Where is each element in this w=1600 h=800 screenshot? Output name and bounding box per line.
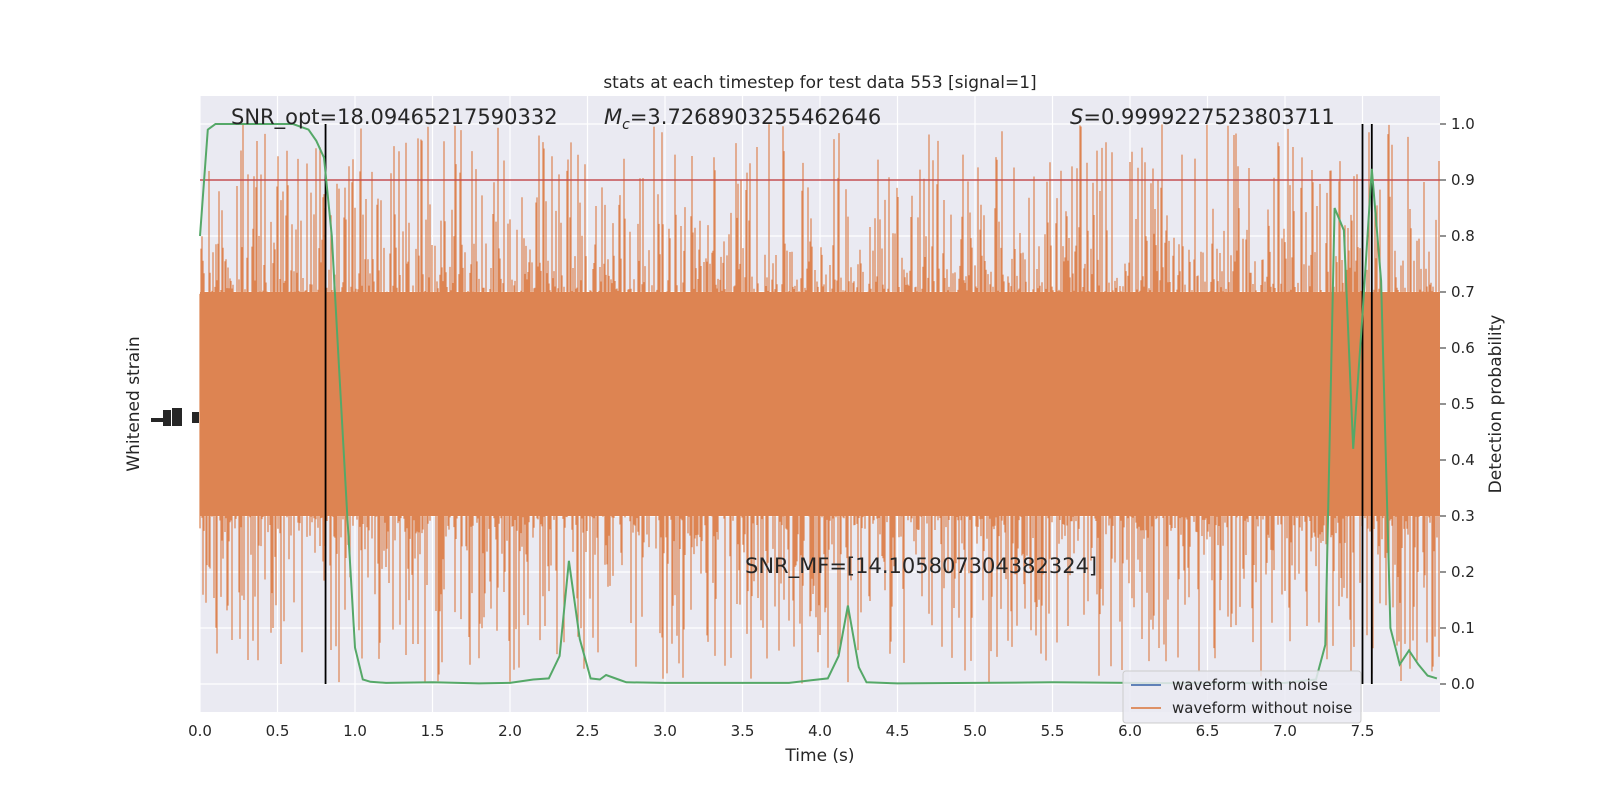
waveform-without-noise-series [199,124,1440,684]
y-right-axis-ticks: 0.0 0.1 0.2 0.3 0.4 0.5 0.6 0.7 0.8 0.9 1.0 [1440,115,1475,693]
noise-core [200,292,1440,516]
legend-label-without-noise: waveform without noise [1172,699,1352,717]
x-tick-label: 0.5 [266,722,290,740]
y-right-tick-label: 0.0 [1451,675,1475,693]
y-right-axis-label: Detection probability [1486,315,1506,494]
x-tick-label: 3.0 [653,722,677,740]
legend-label-with-noise: waveform with noise [1172,676,1328,694]
x-tick-label: 2.0 [498,722,522,740]
y-right-tick-label: 0.1 [1451,619,1475,637]
detection-probability-line [199,123,1438,685]
x-tick-label: 4.0 [808,722,832,740]
y-right-tick-label: 0.6 [1451,339,1475,357]
y-right-tick-label: 1.0 [1451,115,1475,133]
x-tick-label: 1.5 [421,722,445,740]
x-tick-label: 7.0 [1273,722,1297,740]
x-axis-label: Time (s) [784,746,854,766]
chart-title: stats at each timestep for test data 553… [603,73,1036,93]
vertical-markers [324,124,1373,684]
x-tick-label: 2.5 [576,722,600,740]
y-right-tick-label: 0.9 [1451,171,1475,189]
x-axis-ticks: 0.0 0.5 1.0 1.5 2.0 2.5 3.0 3.5 4.0 4.5 5.0 5.5 6.0 6… [188,722,1374,740]
y-right-tick-label: 0.2 [1451,563,1475,581]
x-tick-label: 6.0 [1118,722,1142,740]
x-tick-label: 5.5 [1041,722,1065,740]
x-tick-label: 6.5 [1196,722,1220,740]
y-right-tick-label: 0.4 [1451,451,1475,469]
legend-box [1122,670,1362,724]
s-annotation: S=0.9999227523803711 [1070,105,1335,129]
mc-annotation: Mc=3.7268903255462646 [604,105,881,133]
snr-opt-annotation: SNR_opt=18.09465217590332 [231,105,558,130]
y-left-axis-label: Whitened strain [124,336,144,471]
legend: waveform with noise waveform without noi… [1122,670,1362,724]
x-tick-label: 0.0 [188,722,212,740]
y-right-tick-label: 0.3 [1451,507,1475,525]
x-tick-label: 1.0 [343,722,367,740]
left-tick-cluster [151,408,199,426]
x-tick-label: 3.5 [731,722,755,740]
y-right-tick-label: 0.8 [1451,227,1475,245]
x-tick-label: 7.5 [1351,722,1375,740]
x-tick-label: 4.5 [886,722,910,740]
y-right-tick-label: 0.5 [1451,395,1475,413]
x-tick-label: 5.0 [963,722,987,740]
y-right-tick-label: 0.7 [1451,283,1475,301]
snr-mf-annotation: SNR_MF=[14.105807304382324] [745,554,1097,579]
